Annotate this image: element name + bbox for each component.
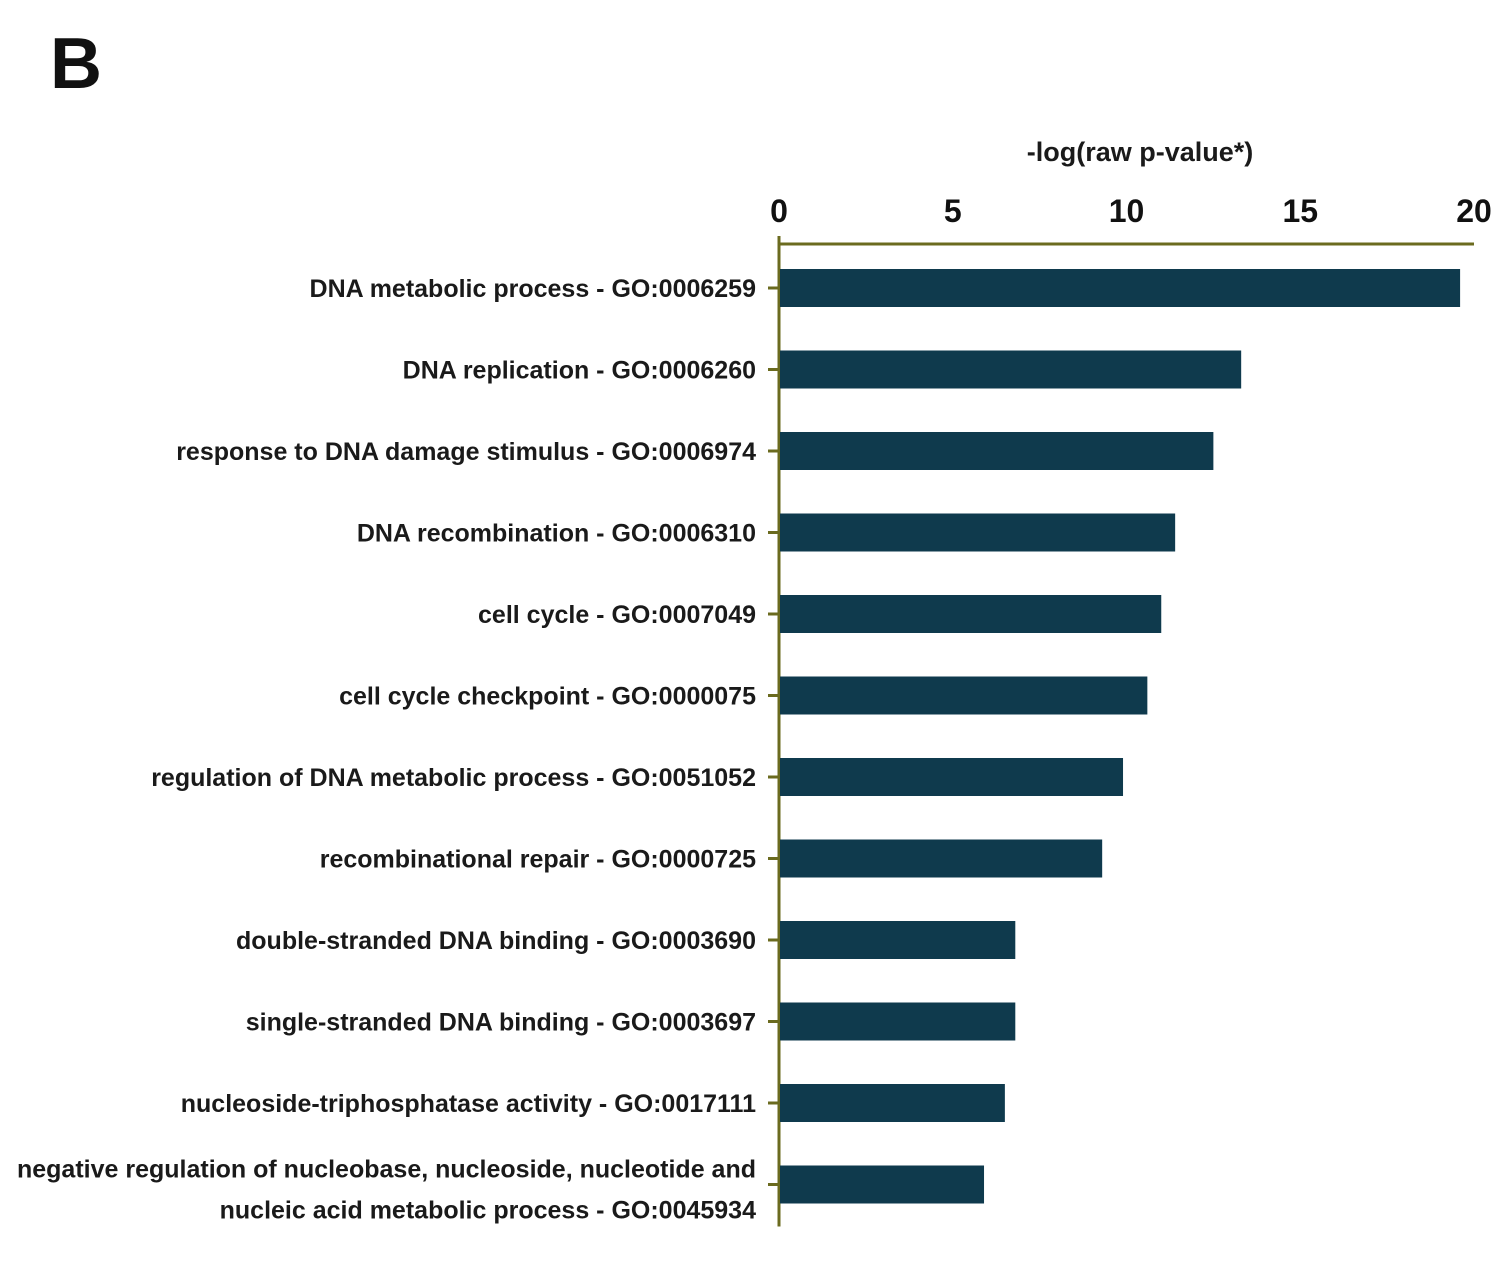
bar xyxy=(780,1002,1016,1041)
category-label: cell cycle - GO:0007049 xyxy=(478,601,756,629)
bar xyxy=(780,595,1162,633)
category-label: double-stranded DNA binding - GO:0003690 xyxy=(236,927,756,955)
category-label: DNA replication - GO:0006260 xyxy=(403,357,756,385)
bar xyxy=(780,269,1461,307)
bar xyxy=(780,513,1176,552)
bar xyxy=(780,839,1103,878)
bar xyxy=(780,1084,1005,1122)
bar xyxy=(780,676,1148,715)
category-labels: DNA metabolic process - GO:0006259 DNA re… xyxy=(17,275,756,1225)
category-label: nucleoside-triphosphatase activity - GO:… xyxy=(181,1090,756,1118)
bar xyxy=(780,350,1242,389)
x-axis-title: -log(raw p-value*) xyxy=(1027,137,1254,167)
category-label: recombinational repair - GO:0000725 xyxy=(320,846,756,874)
panel-label: B xyxy=(50,24,102,104)
bar xyxy=(780,1165,985,1204)
category-label: response to DNA damage stimulus - GO:000… xyxy=(176,438,756,466)
x-axis-ticks: 0 5 10 15 20 xyxy=(770,193,1492,229)
category-label: cell cycle checkpoint - GO:0000075 xyxy=(339,683,756,711)
category-label: nucleic acid metabolic process - GO:0045… xyxy=(220,1197,756,1225)
x-tick-label: 20 xyxy=(1456,193,1492,229)
x-tick-label: 0 xyxy=(770,193,788,229)
category-label: DNA recombination - GO:0006310 xyxy=(357,520,756,548)
x-tick-label: 10 xyxy=(1109,193,1145,229)
y-axis xyxy=(768,236,781,1227)
category-label: single-stranded DNA binding - GO:0003697 xyxy=(246,1009,756,1037)
bar xyxy=(780,432,1214,470)
bars xyxy=(780,269,1461,1204)
category-label: negative regulation of nucleobase, nucle… xyxy=(17,1156,756,1184)
x-tick-label: 15 xyxy=(1282,193,1318,229)
category-label: regulation of DNA metabolic process - GO… xyxy=(151,764,756,792)
bar xyxy=(780,758,1124,796)
x-tick-label: 5 xyxy=(944,193,962,229)
bar xyxy=(780,921,1016,959)
category-label: DNA metabolic process - GO:0006259 xyxy=(310,275,756,303)
